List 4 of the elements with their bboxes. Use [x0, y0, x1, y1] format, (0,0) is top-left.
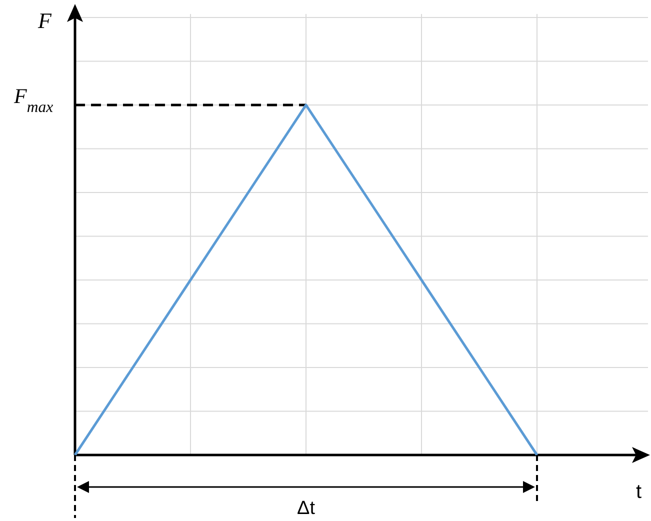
y-axis-title: F [37, 8, 52, 33]
text: Δt [297, 498, 316, 519]
x-axis-title: t [636, 481, 642, 503]
ref-line-label: F$_{max}$ [13, 84, 54, 116]
